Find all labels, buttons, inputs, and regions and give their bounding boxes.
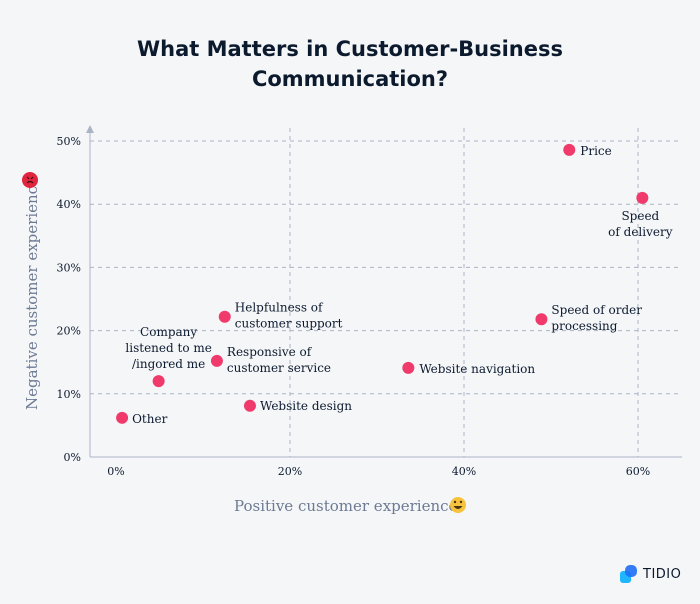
point-label: processing	[551, 319, 617, 333]
chart-title: What Matters in Customer-Business Commun…	[0, 34, 700, 94]
brand-logo: TIDIO	[620, 565, 681, 583]
data-point	[563, 143, 576, 156]
x-tick-label: 0%	[107, 465, 124, 478]
data-point	[218, 310, 231, 323]
y-tick-label: 50%	[57, 135, 81, 148]
point-label: Website navigation	[419, 362, 535, 376]
y-axis-arrow	[86, 125, 94, 133]
grinning-face-icon	[450, 497, 466, 513]
y-tick-label: 40%	[57, 198, 81, 211]
data-point	[636, 191, 649, 204]
point-label: listened to me	[125, 341, 211, 355]
point-label: /ingored me	[132, 357, 205, 371]
point-label: Speed of order	[551, 303, 642, 317]
point-label: Company	[140, 325, 197, 339]
title-line-2: Communication?	[251, 67, 449, 91]
point-label: Other	[132, 412, 167, 426]
data-point	[535, 313, 548, 326]
point-label: Helpfulness of	[235, 301, 324, 315]
title-line-1: What Matters in Customer-Business	[136, 37, 564, 61]
point-label: customer support	[235, 317, 343, 331]
x-tick-label: 40%	[452, 465, 476, 478]
y-tick-label: 30%	[57, 261, 81, 274]
point-label: Price	[580, 144, 611, 158]
x-axis-label: Positive customer experience	[234, 497, 458, 515]
data-point	[116, 411, 129, 424]
y-tick-label: 10%	[57, 388, 81, 401]
point-label: Website design	[260, 399, 352, 413]
point-label: of delivery	[608, 225, 673, 239]
point-label: Speed	[621, 209, 659, 223]
data-point	[402, 361, 415, 374]
point-label: Responsive of	[227, 345, 313, 359]
data-point	[152, 375, 165, 388]
brand-name: TIDIO	[643, 566, 682, 582]
x-tick-label: 60%	[626, 465, 650, 478]
angry-face-icon	[22, 172, 38, 188]
data-point	[210, 354, 223, 367]
x-tick-label: 20%	[278, 465, 302, 478]
data-point	[243, 399, 256, 412]
y-axis-label: Negative customer experience	[23, 177, 41, 410]
y-tick-label: 20%	[57, 325, 81, 338]
point-label: customer service	[227, 361, 331, 375]
y-tick-label: 0%	[64, 451, 81, 464]
tidio-logo-icon	[620, 565, 637, 583]
